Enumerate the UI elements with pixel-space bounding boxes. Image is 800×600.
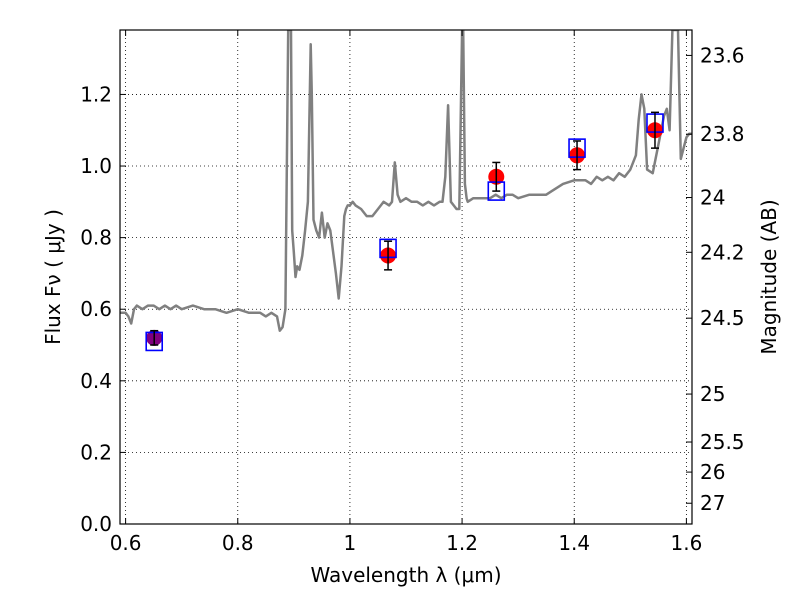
y-tick-label: 0.0: [80, 512, 112, 536]
x-tick-label: 1.2: [446, 531, 478, 555]
right-tick-label: 24.5: [700, 306, 745, 330]
right-tick-label: 24: [700, 186, 725, 210]
right-tick-label: 25: [700, 382, 725, 406]
spectrum-line: [120, 30, 692, 332]
right-tick-label: 27: [700, 491, 725, 515]
x-axis-label: Wavelength λ (μm): [310, 563, 501, 587]
y-axis-label: Flux Fν ( μJy ): [41, 209, 65, 345]
y-tick-label: 0.4: [80, 369, 112, 393]
x-axis: 0.6 0.8 1 1.2 1.4 1.6: [110, 30, 702, 555]
plot-frame: [119, 29, 693, 525]
spectrum-layer: [120, 30, 692, 332]
x-tick-label: 1.4: [558, 531, 590, 555]
y-axis-left: 0.0 0.2 0.4 0.6 0.8 1.0 1.2: [80, 82, 126, 536]
right-tick-label: 23.8: [700, 122, 745, 146]
photometry-layer: [145, 111, 664, 352]
x-tick-label: 1.6: [670, 531, 702, 555]
y-tick-label: 1.2: [80, 82, 112, 106]
right-tick-label: 26: [700, 460, 725, 484]
x-tick-label: 1: [344, 531, 357, 555]
right-tick-label: 23.6: [700, 43, 745, 67]
y-axis-right: 23.6 23.8 24 24.2 24.5 25 25.5 26 27: [686, 43, 745, 515]
y-tick-label: 0.2: [80, 440, 112, 464]
y-tick-label: 0.6: [80, 297, 112, 321]
right-tick-label: 25.5: [700, 430, 745, 454]
x-tick-label: 0.6: [110, 531, 142, 555]
y-tick-label: 0.8: [80, 226, 112, 250]
x-tick-label: 0.8: [222, 531, 254, 555]
y-tick-label: 1.0: [80, 154, 112, 178]
right-y-axis-label: Magnitude (AB): [757, 199, 781, 354]
right-tick-label: 24.2: [700, 240, 745, 264]
